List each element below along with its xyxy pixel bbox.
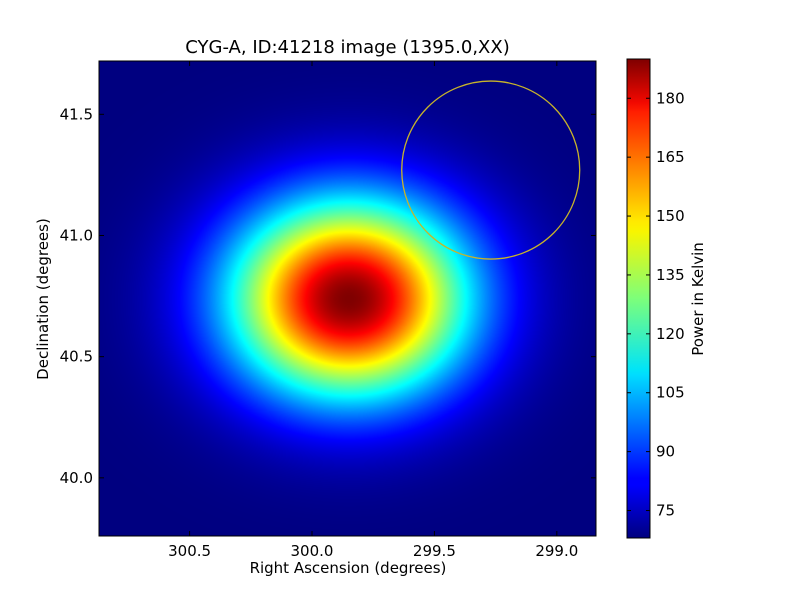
- colorbar-tick-label: 105: [656, 384, 685, 402]
- colorbar-tick-label: 135: [656, 266, 685, 284]
- y-axis: 40.0 40.5 41.0 41.5: [60, 105, 596, 487]
- x-tick-label: 300.0: [291, 542, 334, 560]
- chart-title: CYG-A, ID:41218 image (1395.0,XX): [185, 37, 510, 58]
- colorbar-tick-label: 150: [656, 207, 685, 225]
- x-axis-label: Right Ascension (degrees): [250, 559, 447, 577]
- colorbar-tick-label: 75: [656, 502, 675, 520]
- colorbar: [626, 58, 651, 539]
- colorbar-tick-label: 120: [656, 325, 685, 343]
- x-tick-label: 299.5: [413, 542, 456, 560]
- colorbar-tick-label: 90: [656, 443, 675, 461]
- colorbar-label: Power in Kelvin: [689, 242, 707, 356]
- y-tick-label: 41.5: [60, 105, 93, 123]
- y-axis-label: Declination (degrees): [34, 218, 52, 380]
- beam-circle: [401, 80, 581, 260]
- colorbar-tick-label: 165: [656, 148, 685, 166]
- y-tick-label: 40.0: [60, 469, 93, 487]
- y-tick-label: 40.5: [60, 348, 93, 366]
- x-tick-label: 299.0: [535, 542, 578, 560]
- x-axis: 300.5 300.0 299.5 299.0: [168, 61, 578, 560]
- y-tick-label: 41.0: [60, 226, 93, 244]
- x-tick-label: 300.5: [168, 542, 211, 560]
- heatmap-image: [99, 61, 596, 536]
- colorbar-ticks: 75 90 105 120 135 150 165 180: [627, 89, 685, 520]
- colorbar-tick-label: 180: [656, 89, 685, 107]
- plot-frame: [98, 60, 597, 537]
